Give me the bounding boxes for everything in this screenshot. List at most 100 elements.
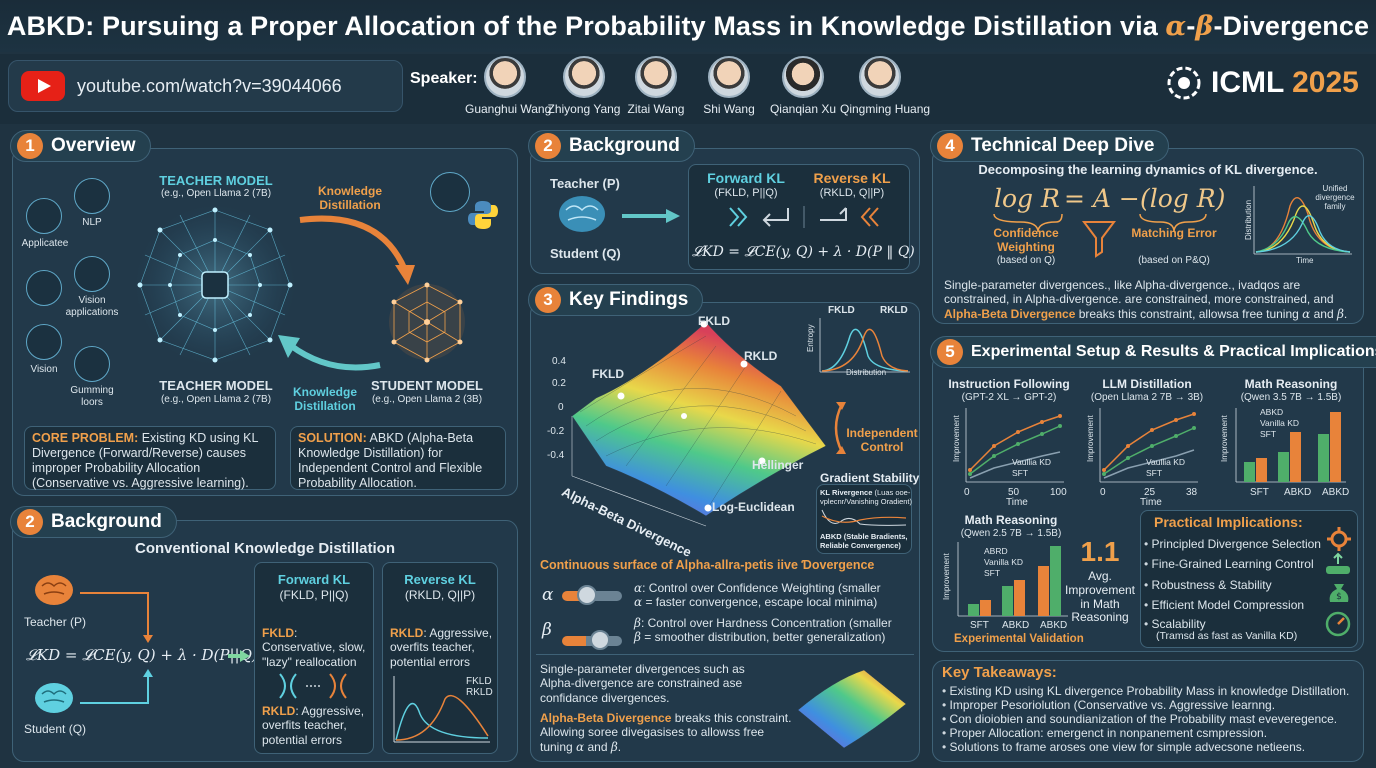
independent-control-label: Independent Control	[846, 426, 918, 454]
speaker-card: Guanghui Wang	[465, 56, 551, 116]
loss-formula: 𝓛KD = 𝓛CE(y, Q) + λ · D(P ‖ Q)	[692, 244, 915, 260]
speaker-name: Zitai Wang	[627, 102, 685, 116]
youtube-link[interactable]: youtube.com/watch?v=39044066	[8, 60, 403, 112]
chart-ylabel: Improvement	[942, 553, 951, 600]
x-tick: 0	[1100, 487, 1106, 498]
alpha-desc-symbol: α	[634, 595, 643, 610]
alpha-slider[interactable]	[562, 585, 622, 605]
venue-year: 2025	[1292, 66, 1359, 99]
y-tick: 0.2	[552, 378, 566, 389]
teacher-label: Teacher (P)	[550, 176, 620, 191]
legend-sft: SFT	[1012, 468, 1029, 478]
implication-item: Scalability	[1144, 617, 1206, 631]
unified-family-label: Unified divergence family	[1315, 184, 1355, 212]
speaker-name: Zhiyong Yang	[547, 102, 621, 116]
title-bar: ABKD: Pursuing a Proper Allocation of th…	[0, 0, 1376, 52]
beta-description: β: Control over Hardness Concentration (…	[634, 616, 918, 645]
x-category: ABKD	[1284, 487, 1312, 498]
beta-slider-knob[interactable]	[590, 630, 610, 650]
teacher-label: TEACHER MODEL	[159, 378, 273, 393]
equation-braces	[993, 213, 1207, 233]
avatar	[859, 56, 901, 98]
eye-icon	[74, 256, 110, 292]
rkld-subtitle: (RKLD, Q||P)	[404, 588, 476, 602]
rkld-description: : Aggressive, overfits teacher, potentia…	[390, 626, 493, 669]
chart-subtitle: (Qwen 3.5 7B → 1.5B)	[1240, 392, 1342, 403]
scan-icon	[26, 270, 62, 306]
fkld-description: : Conservative, slow, "lazy" reallocatio…	[262, 626, 366, 669]
title-text: ABKD: Pursuing a Proper Allocation of th…	[6, 10, 1166, 41]
section-subtitle: Decomposing the learning dynamics of KL …	[978, 162, 1318, 177]
speaker-name: Qingming Huang	[840, 102, 931, 116]
matching-error-label: Matching Error	[1131, 226, 1217, 240]
solution-box: SOLUTION: ABKD (Alpha-Beta Knowledge Dis…	[290, 426, 506, 490]
rkld-title: Reverse KL	[404, 572, 476, 587]
section-title: Key Findings	[569, 289, 689, 310]
mini-xlabel: Time	[1296, 256, 1314, 265]
x-category: ABKD	[1040, 620, 1068, 631]
abd-text-body: breaks this constraint. Allowing ѕoree d…	[540, 711, 792, 754]
kl-direction-icons	[729, 206, 879, 228]
chart-ylabel: Improvement	[1220, 415, 1229, 462]
student-label: Student (Q)	[550, 246, 621, 261]
youtube-url[interactable]: youtube.com/watch?v=39044066	[77, 75, 342, 96]
abd-text: Alpha-Beta Divergence breaks this constr…	[540, 711, 792, 754]
speaker-label: Speaker:	[410, 70, 478, 87]
takeaway-item: Proper Allocation: emergenct in nonpanem…	[942, 726, 1360, 740]
brain-cyan-icon	[35, 683, 73, 713]
beta-desc-text: : Control over Hardness Concentration (s…	[640, 616, 892, 630]
rkl-title: Reverse KL	[813, 170, 891, 186]
beta-desc-symbol: β	[634, 616, 641, 630]
x-category: ABKD	[1322, 487, 1350, 498]
para-and: and	[1310, 306, 1337, 321]
chart-subtitle: (Open Llama 2 7B → 3B)	[1090, 392, 1204, 403]
avatar	[782, 56, 824, 98]
chart-ylabel: Improvement	[952, 415, 961, 462]
beta-symbol: β	[542, 620, 552, 640]
avatar	[635, 56, 677, 98]
legend-fkld: FKLD	[466, 676, 492, 687]
implication-item: Robustness & Stability	[1144, 578, 1272, 592]
section-subtitle: Conventional Knowledge Distillation	[134, 540, 395, 557]
student-label: Student (Q)	[24, 722, 87, 736]
chart-xlabel: Time	[1006, 497, 1028, 508]
legend-abrd: ABRD	[984, 546, 1008, 556]
venue-badge: ICML 2025	[1165, 64, 1359, 102]
avg-improvement-value: 1.1	[1080, 536, 1120, 567]
takeaway-item: Improper Pesoriolution (Conservative vs.…	[942, 698, 1360, 712]
implication-item: Fine-Grained Learning Control	[1144, 557, 1314, 571]
y-tick: 0.4	[552, 356, 566, 367]
alpha-slider-knob[interactable]	[577, 585, 597, 605]
section-number: 3	[535, 287, 561, 313]
single-param-text: Single-parameter divergences such as Alp…	[540, 662, 745, 705]
arrow-right-icon	[228, 650, 250, 662]
abd-alpha: α	[576, 739, 585, 754]
arrow-orange-icon	[299, 215, 415, 285]
python-icon	[468, 201, 498, 229]
kd-label: Knowledge Distillation	[317, 184, 382, 213]
speaker-card: Qianqian Xu	[763, 56, 843, 116]
matching-error-sub: (based on P&Q)	[1138, 255, 1210, 266]
y-tick: 0	[558, 402, 564, 413]
beta-slider[interactable]	[562, 630, 622, 650]
legend-sft: SFT	[1146, 468, 1163, 478]
money-bag-icon: $	[1329, 584, 1349, 602]
abd-end: .	[617, 739, 622, 754]
x-category: SFT	[970, 620, 989, 631]
alpha-desc-text: : Control over Confidence Weighting (sma…	[642, 581, 881, 595]
math-reasoning-chart-top	[1235, 408, 1346, 483]
app-label: Gumming loors	[70, 385, 114, 408]
deepdive-para-text: breaks this constraint, allowsa free tun…	[1075, 306, 1303, 321]
fkld-column	[254, 562, 374, 754]
background-left-header: 2 Background	[10, 506, 177, 538]
avatar	[563, 56, 605, 98]
deepdive-paragraph: Single-parameter divergences., like Alph…	[944, 278, 1356, 321]
para-alpha: α	[1302, 306, 1311, 321]
gradient-line2: vplecnr/Vanishing Oradient)	[820, 497, 912, 506]
abd-and: and	[584, 739, 611, 754]
x-category: ABKD	[1002, 620, 1030, 631]
application-icon	[26, 198, 62, 234]
solution-text: ABKD (Alpha-Beta Knowledge Distillation)…	[298, 431, 483, 490]
takeaway-item: Existing KD using KL divergence Probabil…	[942, 684, 1360, 698]
avatar	[484, 56, 526, 98]
